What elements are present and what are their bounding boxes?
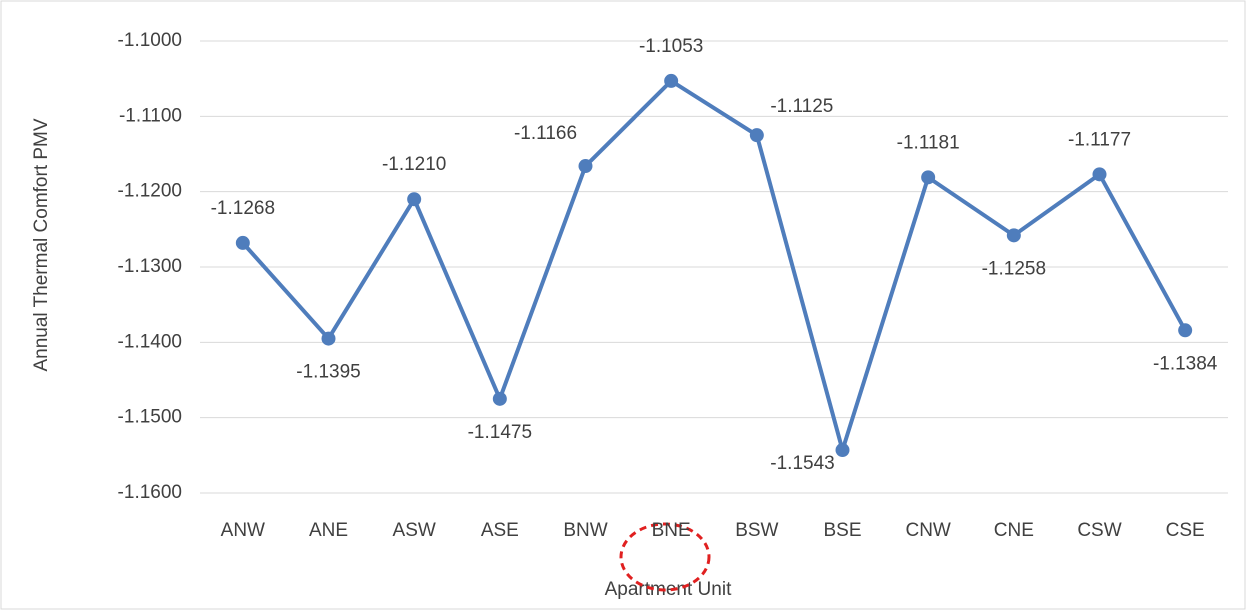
y-tick-label: -1.1100 [119, 105, 182, 126]
y-tick-label: -1.1500 [118, 407, 182, 428]
data-label: -1.1543 [770, 453, 834, 474]
x-tick-label: BSE [823, 520, 861, 541]
y-tick-label: -1.1400 [118, 331, 182, 352]
data-label: -1.1384 [1153, 353, 1218, 374]
y-tick-label: -1.1600 [118, 482, 182, 503]
x-tick-label: BNE [652, 520, 691, 541]
data-label: -1.1210 [382, 154, 446, 175]
y-axis-label: Annual Thermal Comfort PMV [31, 118, 52, 371]
data-label: -1.1268 [211, 198, 275, 219]
y-tick-label: -1.1000 [118, 30, 182, 51]
data-label: -1.1395 [296, 362, 360, 383]
chart: Apartment Unit Annual Thermal Comfort PM… [0, 0, 1247, 611]
x-tick-label: ASE [481, 520, 519, 541]
data-label: -1.1053 [639, 36, 703, 57]
y-tick-label: -1.1300 [118, 256, 182, 277]
data-point [1093, 167, 1107, 181]
x-tick-label: BSW [735, 520, 778, 541]
x-tick-label: CSW [1077, 520, 1121, 541]
data-point [236, 236, 250, 250]
data-label: -1.1258 [982, 258, 1046, 279]
chart-border [1, 1, 1245, 609]
x-tick-label: CSE [1166, 520, 1205, 541]
data-point [1178, 323, 1192, 337]
y-tick-label: -1.1200 [118, 181, 182, 202]
data-label: -1.1125 [770, 96, 833, 117]
data-label: -1.1177 [1068, 129, 1131, 150]
x-tick-label: CNE [994, 520, 1034, 541]
x-tick-label: ASW [393, 520, 436, 541]
data-point [664, 74, 678, 88]
x-tick-label: ANE [309, 520, 348, 541]
x-tick-label: BNW [563, 520, 607, 541]
data-label: -1.1166 [514, 123, 577, 144]
x-axis-label: Apartment Unit [605, 579, 732, 600]
data-point [407, 192, 421, 206]
x-tick-label: CNW [905, 520, 950, 541]
data-point [836, 443, 850, 457]
data-point [579, 159, 593, 173]
data-point [921, 170, 935, 184]
data-point [493, 392, 507, 406]
x-tick-label: ANW [221, 520, 265, 541]
data-point [1007, 228, 1021, 242]
data-label: -1.1475 [468, 422, 532, 443]
data-label: -1.1181 [897, 132, 960, 153]
data-point [750, 128, 764, 142]
data-point [322, 332, 336, 346]
